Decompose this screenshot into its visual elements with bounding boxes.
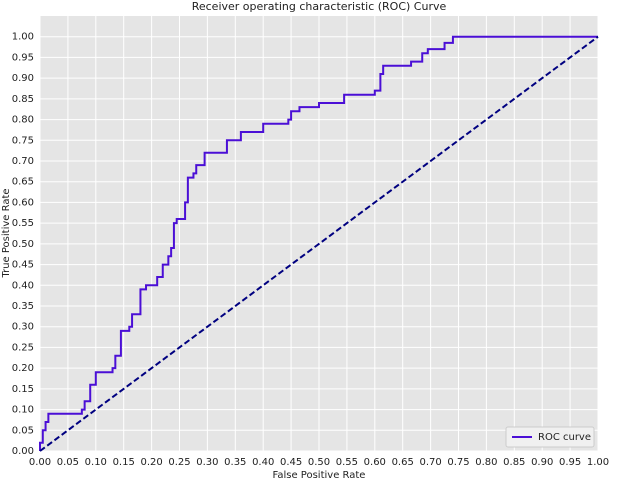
x-tick-label: 0.50	[308, 457, 330, 468]
y-tick-label: 0.85	[12, 94, 34, 105]
x-tick-label: 0.60	[364, 457, 386, 468]
x-tick-label: 0.30	[196, 457, 218, 468]
y-tick-label: 0.90	[12, 73, 34, 84]
x-tick-label: 0.40	[252, 457, 274, 468]
x-tick-label: 0.05	[57, 457, 79, 468]
y-tick-label: 0.60	[12, 197, 34, 208]
x-axis-label: False Positive Rate	[273, 470, 366, 481]
x-tick-label: 0.10	[85, 457, 107, 468]
y-tick-label: 0.70	[12, 156, 34, 167]
x-tick-label: 0.35	[224, 457, 246, 468]
x-tick-label: 0.55	[336, 457, 358, 468]
y-tick-label: 0.65	[12, 177, 34, 188]
x-tick-label: 0.80	[475, 457, 497, 468]
x-tick-label: 0.65	[392, 457, 414, 468]
y-tick-label: 0.75	[12, 135, 34, 146]
y-tick-label: 0.35	[12, 301, 34, 312]
x-tick-label: 0.45	[280, 457, 302, 468]
x-tick-label: 0.00	[29, 457, 51, 468]
y-tick-label: 0.40	[12, 280, 34, 291]
y-tick-label: 0.95	[12, 52, 34, 63]
y-tick-label: 0.50	[12, 239, 34, 250]
y-tick-label: 0.45	[12, 260, 34, 271]
y-tick-label: 0.25	[12, 342, 34, 353]
y-tick-label: 0.00	[12, 446, 34, 457]
x-tick-label: 0.75	[447, 457, 469, 468]
legend-label: ROC curve	[538, 432, 591, 443]
chart-title: Receiver operating characteristic (ROC) …	[192, 0, 447, 13]
x-tick-label: 0.25	[168, 457, 190, 468]
y-tick-label: 1.00	[12, 32, 34, 43]
y-tick-label: 0.15	[12, 384, 34, 395]
legend-box	[505, 426, 595, 448]
line-series	[39, 35, 599, 452]
x-tick-label: 0.20	[140, 457, 162, 468]
x-tick-label: 0.95	[559, 457, 581, 468]
y-tick-label: 0.80	[12, 115, 34, 126]
y-tick-label: 0.30	[12, 322, 34, 333]
y-axis-label: True Positive Rate	[1, 188, 12, 278]
y-tick-label: 0.10	[12, 405, 34, 416]
x-tick-label: 0.70	[419, 457, 441, 468]
y-tick-label: 0.55	[12, 218, 34, 229]
x-tick-label: 0.15	[113, 457, 135, 468]
x-tick-label: 0.85	[503, 457, 525, 468]
y-tick-label: 0.20	[12, 363, 34, 374]
x-tick-label: 1.00	[587, 457, 609, 468]
line-series	[39, 35, 598, 451]
x-tick-label: 0.90	[531, 457, 553, 468]
y-tick-label: 0.05	[12, 425, 34, 436]
